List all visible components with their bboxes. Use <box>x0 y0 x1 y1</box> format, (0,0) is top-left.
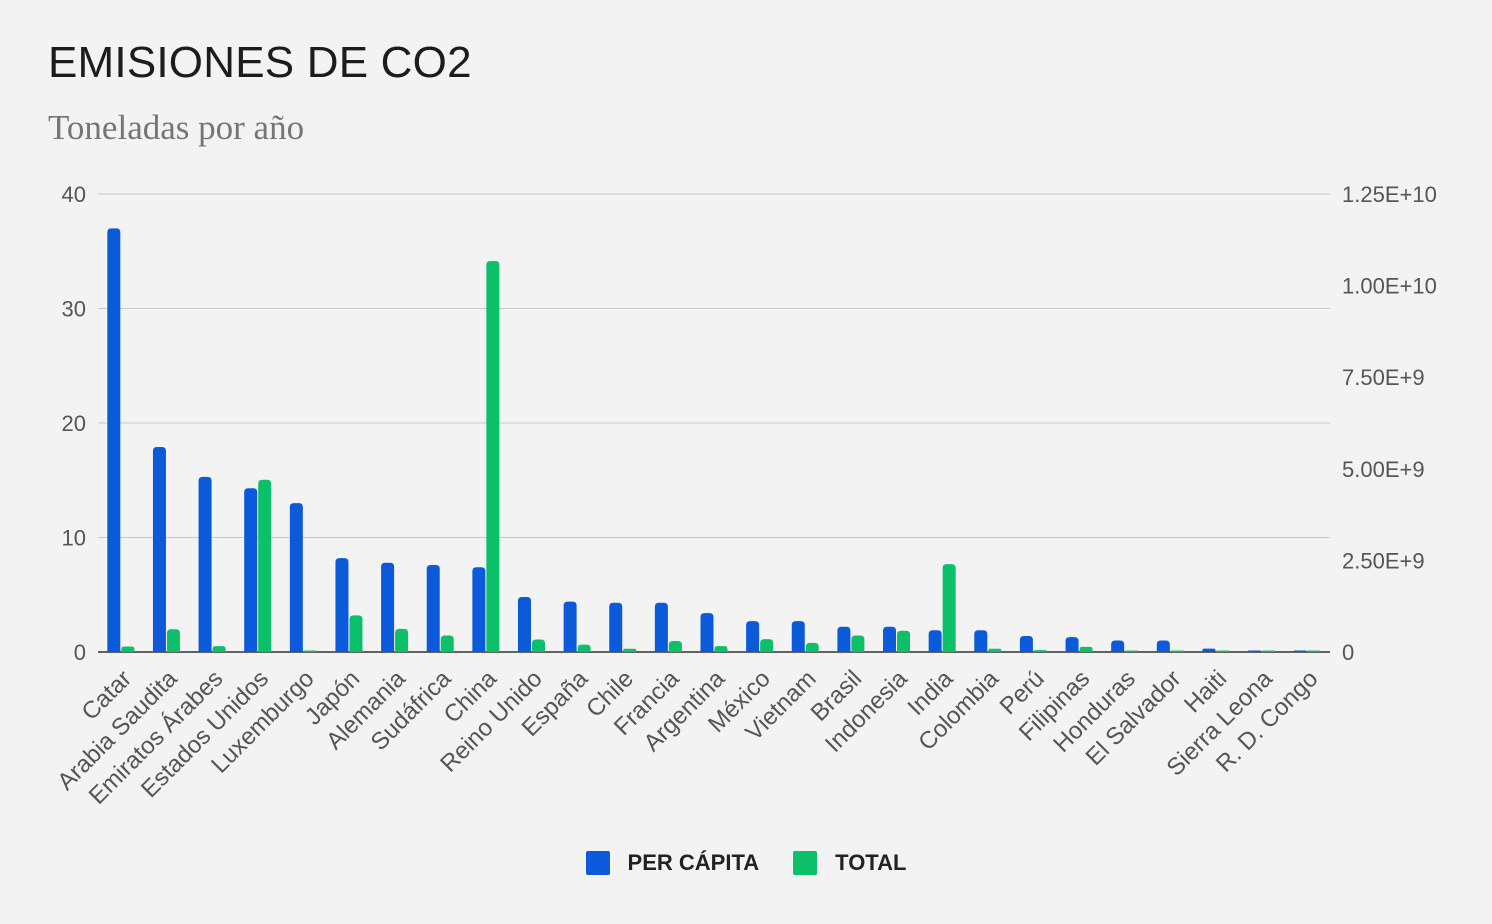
left-tick-label: 40 <box>62 182 86 207</box>
bar-per-capita[interactable] <box>244 488 258 652</box>
bar-total[interactable] <box>395 628 409 652</box>
bar-total[interactable] <box>668 641 682 652</box>
left-tick-label: 10 <box>62 526 86 551</box>
bar-total[interactable] <box>1079 646 1093 652</box>
bar-per-capita[interactable] <box>837 626 851 652</box>
bar-per-capita[interactable] <box>381 562 395 652</box>
bar-per-capita[interactable] <box>883 626 897 652</box>
chart-title: EMISIONES DE CO2 <box>48 38 472 87</box>
bar-per-capita[interactable] <box>1248 650 1262 653</box>
bar-total[interactable] <box>486 261 500 652</box>
legend-label-total: TOTAL <box>835 850 907 875</box>
bars <box>107 228 1321 653</box>
bar-total[interactable] <box>623 648 637 652</box>
bar-per-capita[interactable] <box>426 564 440 652</box>
bar-per-capita[interactable] <box>1065 637 1079 652</box>
bar-total[interactable] <box>440 635 454 652</box>
bar-total[interactable] <box>1125 650 1139 653</box>
bar-per-capita[interactable] <box>152 447 166 652</box>
bar-per-capita[interactable] <box>107 228 121 652</box>
right-tick-label: 0 <box>1342 640 1354 665</box>
legend: PER CÁPITA TOTAL <box>0 850 1492 876</box>
bar-total[interactable] <box>942 564 956 652</box>
right-tick-label: 2.50E+9 <box>1342 548 1425 573</box>
bar-per-capita[interactable] <box>1156 640 1170 652</box>
bar-total[interactable] <box>1262 650 1276 653</box>
bar-per-capita[interactable] <box>928 630 942 652</box>
legend-item-total[interactable]: TOTAL <box>793 850 906 876</box>
right-tick-label: 1.25E+10 <box>1342 182 1437 207</box>
left-tick-label: 20 <box>62 411 86 436</box>
bar-total[interactable] <box>714 646 728 652</box>
bar-per-capita[interactable] <box>1293 650 1307 653</box>
legend-swatch-per-capita <box>585 851 610 875</box>
bar-total[interactable] <box>988 648 1002 652</box>
bar-per-capita[interactable] <box>791 621 805 652</box>
bar-per-capita[interactable] <box>517 597 531 652</box>
bar-per-capita[interactable] <box>1111 640 1125 652</box>
right-tick-label: 7.50E+9 <box>1342 365 1425 390</box>
right-tick-label: 1.00E+10 <box>1342 274 1437 299</box>
legend-swatch-total <box>793 851 818 875</box>
bar-total[interactable] <box>121 646 135 652</box>
left-axis-ticks: 0 10 20 30 40 <box>62 182 86 665</box>
bar-total[interactable] <box>531 639 545 652</box>
bar-total[interactable] <box>1307 650 1321 653</box>
right-tick-label: 5.00E+9 <box>1342 457 1425 482</box>
bar-per-capita[interactable] <box>746 621 760 652</box>
bar-total[interactable] <box>805 642 819 652</box>
bar-total[interactable] <box>897 630 911 652</box>
bar-total[interactable] <box>577 644 591 652</box>
bar-per-capita[interactable] <box>1019 635 1033 652</box>
bar-total[interactable] <box>166 629 180 652</box>
bar-per-capita[interactable] <box>563 601 577 652</box>
bar-per-capita[interactable] <box>700 613 714 652</box>
bar-total[interactable] <box>1170 650 1184 653</box>
bar-per-capita[interactable] <box>198 476 212 652</box>
bar-per-capita[interactable] <box>609 602 623 652</box>
bar-total[interactable] <box>349 615 363 652</box>
bar-per-capita[interactable] <box>289 503 303 652</box>
legend-item-per-capita[interactable]: PER CÁPITA <box>585 850 760 876</box>
bar-per-capita[interactable] <box>1202 648 1216 652</box>
bar-total[interactable] <box>303 650 317 653</box>
bar-per-capita[interactable] <box>472 567 486 652</box>
legend-label-per-capita: PER CÁPITA <box>627 850 760 875</box>
right-axis-ticks: 0 2.50E+9 5.00E+9 7.50E+9 1.00E+10 1.25E+10 <box>1342 182 1437 665</box>
bar-per-capita[interactable] <box>654 602 668 652</box>
bar-total[interactable] <box>258 479 272 652</box>
bar-per-capita[interactable] <box>335 558 349 652</box>
bar-total[interactable] <box>212 646 226 652</box>
bar-total[interactable] <box>760 639 774 652</box>
bar-per-capita[interactable] <box>974 630 988 652</box>
left-tick-label: 0 <box>74 640 86 665</box>
grid-lines <box>98 193 1330 653</box>
chart-subtitle: Toneladas por año <box>48 108 305 147</box>
bar-total[interactable] <box>1216 650 1230 653</box>
bar-total[interactable] <box>851 635 865 652</box>
left-tick-label: 30 <box>62 297 86 322</box>
bar-total[interactable] <box>1033 650 1047 652</box>
